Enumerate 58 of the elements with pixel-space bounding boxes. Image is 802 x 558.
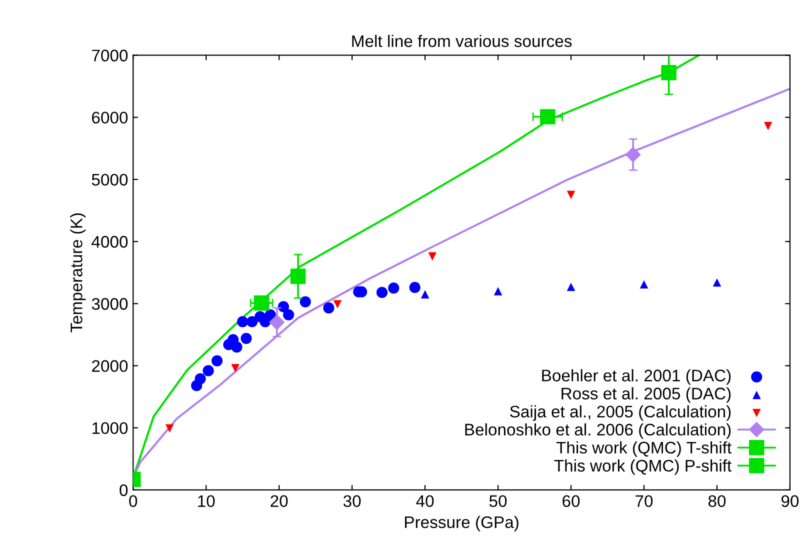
x-tick-label: 40 bbox=[416, 495, 434, 508]
x-tick-label: 80 bbox=[708, 495, 726, 508]
point bbox=[566, 282, 576, 292]
x-tick-label: 10 bbox=[198, 495, 215, 508]
y-axis-title: Temperature (K) bbox=[70, 213, 86, 332]
legend-label: This work (QMC) T-shift bbox=[556, 441, 732, 457]
legend-label: This work (QMC) P-shift bbox=[554, 459, 732, 475]
point bbox=[300, 296, 311, 308]
x-tick-label: 50 bbox=[489, 495, 507, 508]
x-tick-label: 60 bbox=[562, 495, 580, 508]
y-tick-label: 4000 bbox=[92, 236, 128, 248]
point bbox=[264, 309, 276, 320]
point bbox=[212, 355, 223, 366]
y-tick-label: 1000 bbox=[92, 422, 128, 434]
point bbox=[388, 282, 400, 294]
point bbox=[202, 365, 214, 376]
point bbox=[494, 287, 502, 296]
point bbox=[283, 309, 294, 320]
legend-label: Ross et al. 2005 (DAC) bbox=[562, 387, 731, 403]
point bbox=[625, 147, 641, 162]
point bbox=[323, 302, 334, 314]
x-tick-label: 30 bbox=[343, 495, 361, 508]
point bbox=[231, 364, 240, 372]
y-tick-label: 3000 bbox=[92, 298, 128, 310]
y-tick-label: 0 bbox=[120, 484, 128, 496]
x-axis-title: Pressure (GPa) bbox=[405, 516, 518, 532]
chart-title: Melt line from various sources bbox=[352, 34, 572, 48]
point bbox=[376, 286, 388, 298]
point bbox=[566, 190, 576, 200]
legend-label: Boehler et al. 2001 (DAC) bbox=[542, 369, 731, 385]
y-tick-label: 6000 bbox=[92, 112, 128, 124]
x-tick-label: 90 bbox=[781, 495, 799, 508]
point bbox=[231, 342, 242, 353]
y-tick-label: 7000 bbox=[92, 50, 128, 62]
point bbox=[428, 252, 437, 261]
point bbox=[194, 373, 206, 384]
point bbox=[254, 295, 270, 311]
x-tick-label: 20 bbox=[270, 495, 288, 508]
point bbox=[240, 332, 252, 344]
point bbox=[246, 316, 258, 328]
point bbox=[333, 300, 342, 308]
point bbox=[237, 316, 248, 328]
x-tick-label: 0 bbox=[129, 495, 138, 508]
x-tick-label: 70 bbox=[636, 495, 653, 508]
point bbox=[764, 122, 772, 130]
point bbox=[409, 282, 420, 294]
legend-label: Belonoshko et al. 2006 (Calculation) bbox=[465, 423, 731, 439]
point bbox=[420, 290, 430, 298]
point bbox=[269, 314, 284, 330]
point bbox=[661, 64, 676, 80]
point bbox=[540, 109, 556, 124]
point bbox=[290, 268, 306, 284]
point bbox=[640, 280, 648, 289]
legend-label: Saija et al., 2005 (Calculation) bbox=[510, 405, 731, 421]
y-tick-label: 5000 bbox=[92, 174, 128, 186]
y-tick-label: 2000 bbox=[92, 360, 128, 372]
point bbox=[165, 424, 174, 433]
point bbox=[712, 278, 722, 287]
